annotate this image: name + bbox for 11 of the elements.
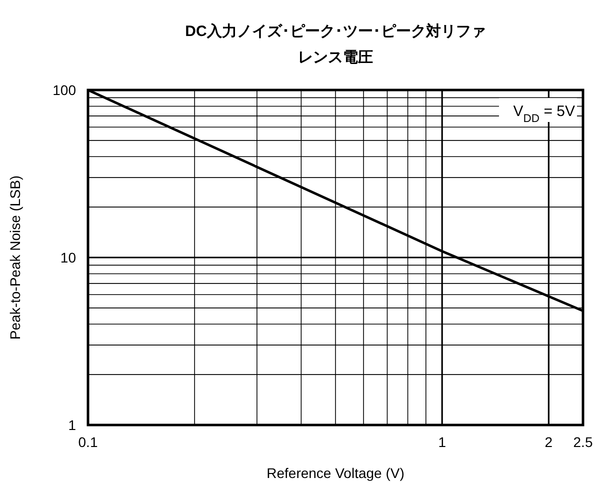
y-axis-title: Peak-to-Peak Noise (LSB) — [7, 175, 23, 340]
y-tick-label: 10 — [60, 250, 76, 266]
y-tick-label: 1 — [68, 417, 76, 433]
chart-title: DC入力ノイズ･ピーク･ツー･ピーク対リファレンス電圧 — [185, 22, 486, 66]
annotation: V$_{DD}$ = 5V — [513, 103, 575, 125]
x-tick-label: 2.5 — [573, 434, 593, 450]
x-tick-label: 2 — [544, 434, 553, 450]
x-tick-label: 1 — [438, 434, 446, 450]
x-tick-label: 0.1 — [78, 434, 98, 450]
x-axis-title: Reference Voltage (V) — [266, 465, 404, 481]
y-tick-label: 100 — [52, 82, 76, 98]
